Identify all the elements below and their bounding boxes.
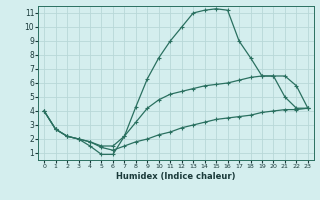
X-axis label: Humidex (Indice chaleur): Humidex (Indice chaleur) bbox=[116, 172, 236, 181]
